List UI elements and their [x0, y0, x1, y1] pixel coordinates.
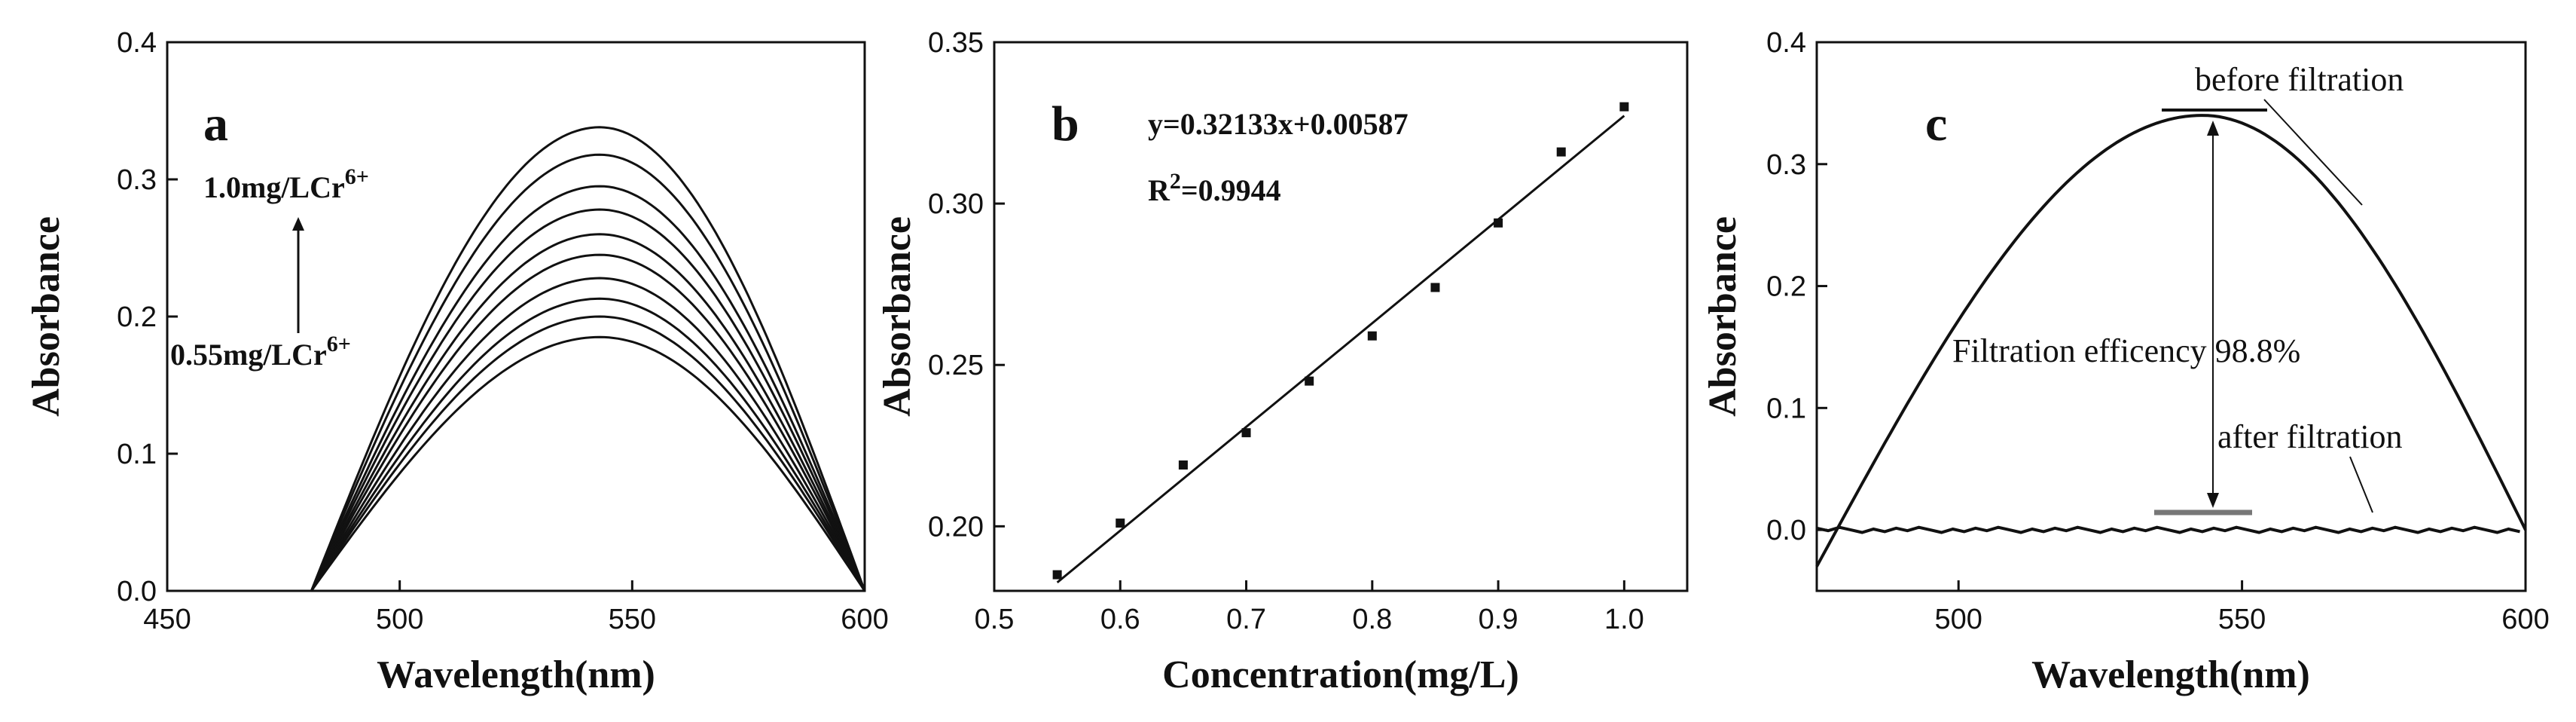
absorbance-curve [310, 153, 866, 592]
x-tick-label: 0.6 [1100, 604, 1140, 635]
x-tick-label: 550 [2218, 604, 2266, 635]
panel-a-letter: a [203, 96, 228, 151]
annotation-bottom-concentration: 0.55mg/LCr6+ [170, 332, 351, 372]
y-tick-label: 0.30 [928, 188, 984, 220]
absorbance-curve [310, 185, 866, 592]
absorbance-curve [310, 315, 866, 592]
x-tick-label: 0.9 [1479, 604, 1518, 635]
difference-arrow-bottom [2207, 493, 2219, 508]
data-point [1556, 147, 1566, 157]
x-tick-label: 0.8 [1352, 604, 1392, 635]
annotation-before-filtration: before filtration [2195, 61, 2404, 98]
data-point [1241, 428, 1251, 438]
y-tick-label: 0.35 [928, 27, 984, 59]
data-point [1494, 218, 1503, 228]
absorbance-curve [310, 297, 866, 592]
y-tick-label: 0.25 [928, 350, 984, 381]
absorbance-curve [310, 335, 866, 592]
y-tick-label: 0.3 [117, 164, 157, 196]
before-filtration-curve [1815, 114, 2527, 568]
after-filtration-curve [1816, 525, 2520, 534]
x-tick-label: 1.0 [1604, 604, 1644, 635]
difference-arrow-top [2207, 121, 2219, 136]
data-point [1430, 283, 1440, 292]
y-tick-label: 0.1 [1766, 393, 1806, 424]
panel-a-frame [166, 41, 866, 592]
annotation-top-concentration: 1.0mg/LCr6+ [203, 164, 369, 204]
y-tick-label: 0.0 [117, 576, 157, 607]
fit-equation: y=0.32133x+0.00587 [1148, 107, 1409, 141]
absorbance-curve [310, 277, 866, 592]
annotation-efficiency: Filtration efficency 98.8% [1952, 332, 2300, 369]
data-point [1367, 331, 1377, 341]
x-tick-label: 0.7 [1226, 604, 1266, 635]
absorbance-curve [310, 208, 866, 592]
annotation-after-filtration: after filtration [2217, 418, 2403, 455]
fit-line [1056, 115, 1625, 584]
data-point [1052, 570, 1062, 580]
x-tick-label: 600 [2501, 604, 2549, 635]
x-tick-label: 450 [143, 604, 191, 635]
panel-c: c Wavelength(nm) Absorbance 500 550 600 0.0… [1702, 27, 2550, 696]
panel-b-xlabel: Concentration(mg/L) [1162, 653, 1519, 696]
absorbance-curve [310, 253, 866, 592]
x-tick-label: 0.5 [975, 604, 1015, 635]
after-pointer-line [2349, 456, 2373, 513]
fit-r-squared: R2=0.9944 [1148, 169, 1281, 207]
x-tick-label: 500 [376, 604, 423, 635]
y-tick-label: 0.4 [1766, 27, 1806, 59]
y-tick-label: 0.2 [117, 301, 157, 333]
panel-b-letter: b [1051, 96, 1079, 151]
data-point [1305, 376, 1314, 386]
panel-b-ylabel: Absorbance [876, 216, 919, 417]
before-pointer-line [2263, 99, 2363, 206]
y-tick-label: 0.3 [1766, 149, 1806, 181]
y-tick-label: 0.4 [117, 27, 157, 59]
x-tick-label: 600 [841, 604, 888, 635]
y-tick-label: 0.20 [928, 511, 984, 543]
data-point [1619, 102, 1629, 112]
data-point [1116, 519, 1125, 528]
panel-b-frame [993, 41, 1689, 592]
panel-c-ylabel: Absorbance [1702, 216, 1744, 417]
y-tick-label: 0.2 [1766, 271, 1806, 303]
panel-a: a Wavelength(nm) Absorbance 450 500 550 600… [25, 27, 889, 696]
absorbance-curve [310, 126, 866, 592]
x-tick-label: 550 [609, 604, 656, 635]
panel-a-ylabel: Absorbance [25, 216, 68, 417]
data-point [1178, 460, 1188, 470]
y-tick-label: 0.0 [1766, 515, 1806, 546]
arrow-up-head [292, 217, 304, 231]
panel-c-frame [1815, 41, 2527, 592]
x-tick-label: 500 [1934, 604, 1982, 635]
panel-c-letter: c [1925, 96, 1947, 151]
panel-c-xlabel: Wavelength(nm) [2031, 653, 2310, 696]
absorbance-curve [310, 233, 866, 592]
panel-b: b Concentration(mg/L) Absorbance y=0.321… [876, 27, 1689, 696]
y-tick-label: 0.1 [117, 439, 157, 470]
panel-a-xlabel: Wavelength(nm) [377, 653, 655, 696]
